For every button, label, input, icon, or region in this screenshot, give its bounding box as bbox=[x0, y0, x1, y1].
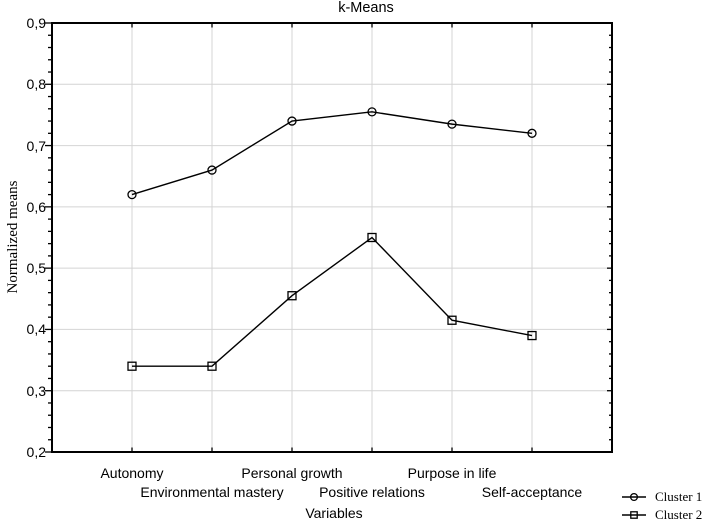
y-tick-label: 0,7 bbox=[26, 138, 46, 154]
data-point-square bbox=[287, 291, 297, 301]
y-tick-label: 0,9 bbox=[26, 15, 46, 31]
x-tick-label-self-acceptance: Self-acceptance bbox=[481, 484, 583, 500]
cluster2-legend-marker-icon bbox=[622, 511, 646, 519]
data-point-square bbox=[367, 232, 377, 243]
y-tick-label: 0,6 bbox=[26, 199, 46, 215]
series-line bbox=[131, 111, 533, 196]
data-point-square bbox=[127, 361, 137, 371]
gridlines bbox=[52, 23, 612, 452]
cluster1-legend-marker-icon bbox=[622, 492, 646, 502]
x-tick-label-positive-relations: Positive relations bbox=[319, 484, 425, 500]
axis-ticks bbox=[45, 22, 612, 453]
x-tick-label-personal-growth: Personal growth bbox=[241, 465, 343, 481]
legend-item-cluster1: Cluster 1 bbox=[621, 488, 702, 506]
data-point-square bbox=[527, 330, 537, 341]
chart-title: k-Means bbox=[338, 0, 394, 16]
data-point-circle bbox=[527, 128, 537, 138]
y-axis-title: Normalized means bbox=[5, 180, 21, 294]
data-point-circle bbox=[367, 107, 377, 117]
x-tick-label-environmental: Environmental mastery bbox=[140, 484, 284, 500]
x-tick-label-autonomy: Autonomy bbox=[100, 465, 164, 481]
series-line bbox=[132, 236, 533, 367]
x-tick-label-purpose-in-life: Purpose in life bbox=[407, 465, 497, 481]
data-point-circle bbox=[207, 165, 217, 175]
plot-border bbox=[51, 22, 613, 453]
x-axis-title: Variables bbox=[305, 505, 363, 521]
series-cluster-2 bbox=[127, 232, 537, 371]
data-point-circle bbox=[287, 116, 297, 126]
data-point-circle bbox=[447, 119, 457, 129]
legend-label-cluster1: Cluster 1 bbox=[655, 489, 703, 504]
series-cluster-1 bbox=[127, 107, 537, 200]
y-tick-label: 0,4 bbox=[26, 321, 46, 337]
data-point-square bbox=[447, 315, 457, 325]
y-tick-label: 0,8 bbox=[26, 76, 46, 92]
data-point-square bbox=[207, 361, 217, 371]
data-point-circle bbox=[127, 189, 137, 200]
y-tick-label: 0,2 bbox=[26, 444, 46, 460]
legend-label-cluster2: Cluster 2 bbox=[655, 507, 703, 522]
y-tick-label: 0,3 bbox=[26, 383, 46, 399]
legend-item-cluster2: Cluster 2 bbox=[621, 506, 702, 524]
legend: Cluster 1 Cluster 2 bbox=[621, 488, 702, 524]
y-tick-label: 0,5 bbox=[26, 260, 46, 276]
